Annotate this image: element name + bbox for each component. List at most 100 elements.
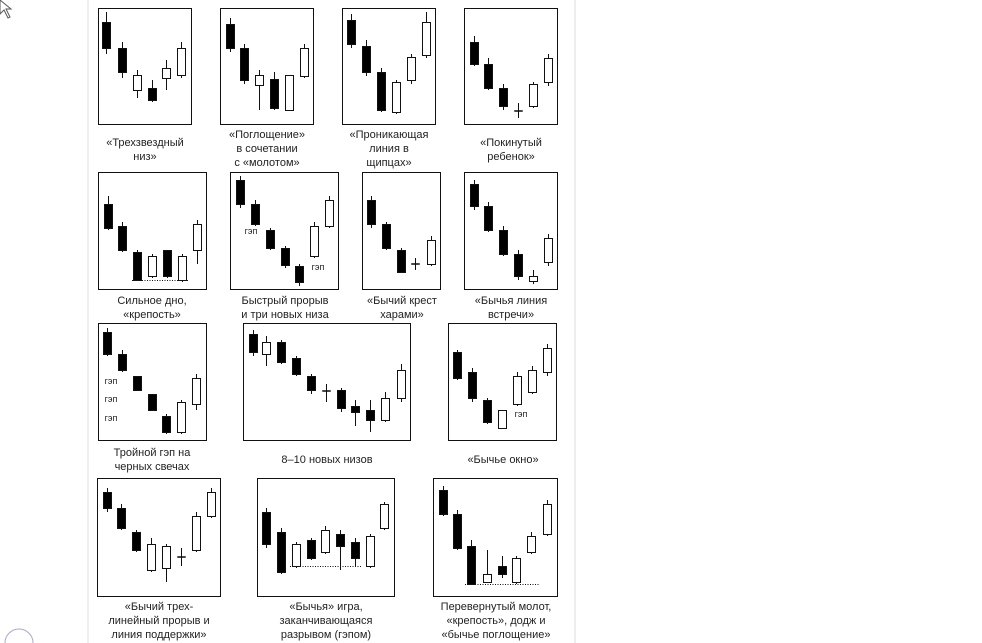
candle-body (544, 58, 553, 83)
caption: заканчивающаяся (280, 615, 373, 627)
candle-body (103, 332, 112, 355)
candle-body (336, 534, 345, 547)
caption: черных свечах (115, 461, 190, 473)
candle-body (544, 238, 553, 263)
candle-body (468, 372, 477, 399)
candle-body (177, 556, 186, 558)
candle-body (207, 492, 216, 517)
candle-body (366, 410, 375, 421)
candle-body (467, 546, 476, 585)
candle-body (310, 226, 319, 257)
candle-body (397, 250, 406, 273)
candle-body (377, 72, 386, 111)
candle-body (117, 508, 126, 529)
candle-body (484, 64, 493, 89)
caption: «Покинутый (480, 137, 542, 149)
candle-body (307, 540, 316, 559)
cursor (0, 0, 13, 19)
caption: линия в (369, 143, 409, 155)
pattern-box (97, 478, 221, 597)
candle-body (322, 390, 331, 392)
candle-body (102, 22, 111, 49)
candle-body (484, 206, 493, 231)
candle-body (392, 82, 401, 113)
candle-body (103, 492, 112, 509)
candle-body (177, 402, 186, 433)
pattern-box (342, 8, 436, 125)
candle-body (498, 566, 507, 575)
caption: встречи» (488, 309, 534, 321)
candle-body (133, 75, 142, 91)
candle-body (162, 416, 171, 433)
candle-body (277, 532, 286, 573)
candle-body (300, 48, 309, 77)
pattern-box (98, 323, 207, 441)
candle-body (422, 22, 431, 56)
gap-label: гэп (105, 413, 118, 423)
candle-body (285, 75, 294, 111)
candle-body (439, 490, 448, 515)
caption: «крепость» (123, 309, 181, 321)
candle-body (337, 390, 346, 409)
candle-body (292, 358, 301, 375)
candle-body (453, 352, 462, 379)
candle-body (133, 252, 142, 281)
candle-body (162, 546, 171, 569)
candle-body (514, 254, 523, 277)
caption: Сильное дно, (117, 295, 186, 307)
candle-body (514, 110, 523, 112)
candle-body (362, 46, 371, 73)
candle-body (148, 394, 157, 411)
candle-body (249, 334, 258, 353)
candle-body (513, 376, 522, 405)
candle-body (307, 376, 316, 391)
candle-body (321, 530, 330, 553)
candle-body (148, 88, 157, 101)
candle-body (351, 406, 360, 413)
candle-body (163, 250, 172, 277)
candle-body (483, 574, 492, 583)
caption: и три новых низа (241, 309, 329, 321)
caption: «Бычье окно» (467, 454, 538, 466)
pattern-box (464, 8, 558, 125)
caption: «Трехзвездный (106, 137, 184, 149)
candle-body (192, 378, 201, 405)
caption: «крепость», додж и (446, 615, 545, 627)
candle-body (132, 532, 141, 551)
candle-body (367, 200, 376, 225)
caption: в сочетании (236, 143, 297, 155)
candle-body (193, 224, 202, 251)
caption: харами» (380, 309, 424, 321)
candle-body (382, 224, 391, 249)
candle-body (407, 57, 416, 81)
candle-body (226, 24, 235, 49)
candle-body (277, 342, 286, 363)
caption: разрывом (гэпом) (281, 629, 371, 641)
caption: ребенок» (487, 151, 535, 163)
candle-body (512, 558, 521, 583)
candle-body (266, 230, 275, 249)
corner-icon (4, 628, 34, 643)
candle-body (483, 400, 492, 423)
caption: «Поглощение» (229, 129, 305, 141)
pattern-box (433, 478, 558, 597)
candle-body (347, 20, 356, 45)
candle-body (527, 536, 536, 553)
candle-body (528, 370, 537, 393)
candle-body (240, 48, 249, 81)
candle-body (162, 68, 171, 79)
candle-body (529, 276, 538, 282)
caption: 8–10 новых низов (281, 454, 372, 466)
caption: линейный прорыв и (108, 615, 209, 627)
candle-body (351, 542, 360, 559)
candle-body (543, 504, 552, 535)
candle-body (325, 200, 334, 227)
gap-label: гэп (245, 226, 258, 236)
candle-body (104, 204, 113, 229)
caption: «Бычий крест (367, 295, 437, 307)
candle-body (148, 256, 157, 277)
candle-body (499, 88, 508, 107)
gap-label: гэп (105, 376, 118, 386)
caption: Тройной гэп на (114, 447, 192, 459)
